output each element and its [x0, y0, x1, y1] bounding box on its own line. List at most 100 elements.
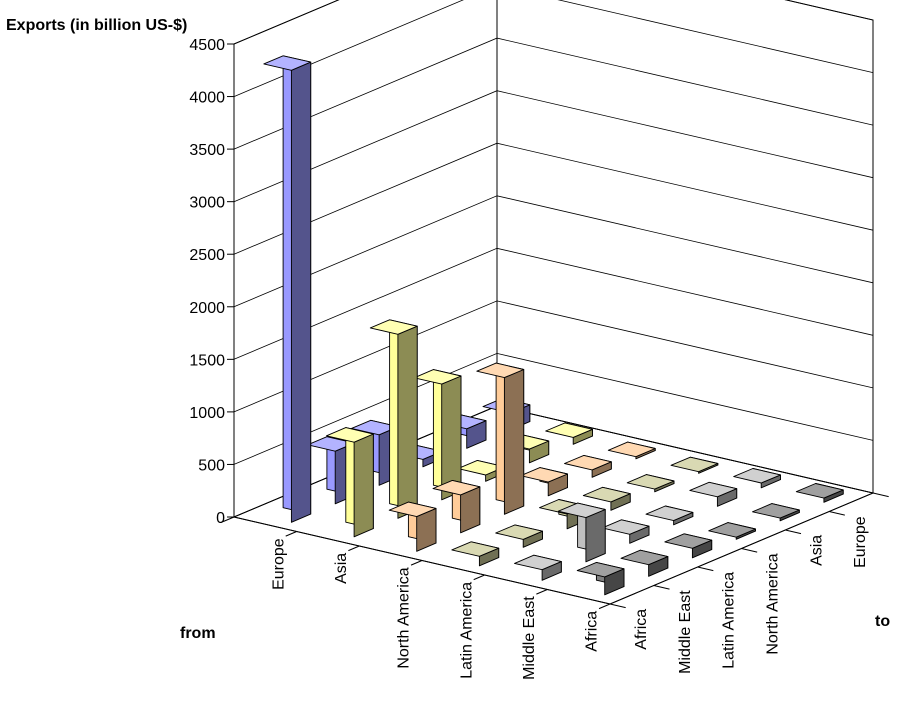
bar-top-face [564, 454, 612, 471]
bar-top-face [369, 319, 418, 335]
gridline [233, 352, 874, 465]
y-tick-label: 0 [216, 510, 225, 527]
bar-top-face [326, 427, 374, 443]
to-axis-tick [785, 529, 802, 535]
bar-top-face [601, 519, 650, 535]
bar [601, 519, 650, 544]
bar [520, 467, 568, 497]
gridline [233, 195, 874, 308]
from-axis-tick [222, 516, 235, 523]
bar-side-face [290, 61, 312, 523]
bar-side-face [353, 433, 374, 538]
from-category-label: Middle East [521, 596, 538, 680]
bar-side-face [503, 369, 525, 515]
bar [620, 549, 669, 577]
bar-top-face [689, 481, 738, 498]
bar [388, 501, 437, 552]
bar-top-face [607, 441, 656, 458]
bar-top-face [645, 505, 694, 522]
bar [733, 468, 781, 489]
from-category-label: North America [396, 567, 413, 668]
from-axis-tick [536, 589, 548, 595]
bar-top-face [626, 474, 675, 490]
from-axis-tick [473, 574, 485, 581]
bar [369, 319, 418, 519]
bar-top-face [576, 561, 625, 578]
bar [326, 427, 374, 538]
bar-top-face [520, 467, 568, 483]
bar-top-face [351, 419, 399, 436]
bar-top-face [620, 549, 669, 566]
to-category-label: Africa [633, 609, 650, 650]
to-category-label: North America [764, 553, 781, 654]
bar [795, 483, 844, 503]
bar [645, 505, 694, 526]
to-category-label: Asia [808, 535, 825, 566]
bar [564, 454, 612, 478]
to-axis-tick [872, 492, 889, 498]
bar-top-face [413, 369, 462, 385]
bar [576, 561, 625, 596]
bar [514, 554, 562, 581]
gridline [233, 0, 874, 97]
bar-top-face [388, 501, 437, 518]
bar-top-face [664, 533, 713, 549]
bar-side-face [397, 325, 418, 519]
gridline [233, 247, 874, 360]
gridline [233, 300, 874, 413]
gridline [233, 0, 874, 45]
from-category-label: Africa [584, 611, 601, 652]
bar-top-face [733, 468, 781, 484]
y-axis-title: Exports (in billion US-$) [6, 17, 187, 34]
bar [451, 541, 500, 567]
to-axis-tick [697, 566, 714, 572]
y-tick-label: 2500 [189, 247, 225, 264]
bar [557, 502, 606, 563]
bar [626, 474, 675, 493]
y-tick-label: 1500 [189, 352, 225, 369]
bar-top-face [795, 483, 844, 499]
bar [432, 479, 481, 534]
y-tick-label: 4000 [189, 90, 225, 107]
bar-top-face [495, 524, 543, 540]
from-axis-tick [410, 560, 423, 566]
bar [545, 422, 593, 445]
y-tick-label: 3000 [189, 195, 225, 212]
y-tick-label: 2000 [189, 300, 225, 317]
y-tick-label: 500 [198, 457, 225, 474]
from-axis-tick [348, 545, 360, 552]
bar [752, 503, 800, 522]
from-category-label: Europe [270, 538, 287, 590]
bar-top-face [557, 502, 606, 519]
bar-top-face [307, 436, 355, 452]
bars-layer [263, 55, 844, 596]
gridline [233, 90, 874, 203]
bar-top-face [451, 541, 500, 557]
gridline [233, 142, 874, 255]
bar [664, 533, 713, 559]
to-axis-tick [609, 603, 626, 609]
bar-top-face [514, 554, 562, 571]
bar-top-face [263, 55, 312, 71]
bar [263, 55, 312, 523]
bar-top-face [476, 362, 525, 379]
from-axis-tick [598, 603, 611, 610]
bar [476, 362, 525, 515]
bar [495, 524, 543, 548]
bar-top-face [708, 522, 756, 538]
to-category-label: Latin America [721, 572, 738, 669]
bar [438, 413, 487, 449]
to-axis-tick [741, 548, 758, 553]
from-axis-tick [285, 531, 297, 537]
bar [607, 441, 656, 460]
to-axis-title: to [875, 613, 890, 630]
to-category-label: Middle East [677, 590, 694, 674]
bar-top-face [752, 503, 800, 519]
bar-top-face [457, 459, 506, 476]
labels-layer: Exports (in billion US-$) from to 0 500 10… [6, 17, 890, 680]
from-axis-title: from [180, 625, 216, 642]
y-tick-label: 4500 [189, 37, 225, 54]
bar-top-face [670, 456, 719, 473]
gridline [233, 37, 874, 150]
